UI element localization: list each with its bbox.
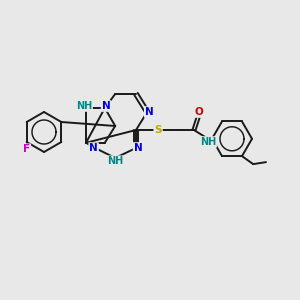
Text: N: N bbox=[134, 143, 142, 153]
Text: N: N bbox=[145, 107, 154, 117]
Text: NH: NH bbox=[76, 101, 92, 111]
Text: NH: NH bbox=[107, 156, 123, 166]
Text: O: O bbox=[195, 107, 204, 117]
Text: N: N bbox=[89, 143, 98, 153]
Text: NH: NH bbox=[200, 137, 216, 147]
Text: F: F bbox=[23, 144, 30, 154]
Text: S: S bbox=[154, 125, 162, 135]
Text: N: N bbox=[102, 101, 110, 111]
